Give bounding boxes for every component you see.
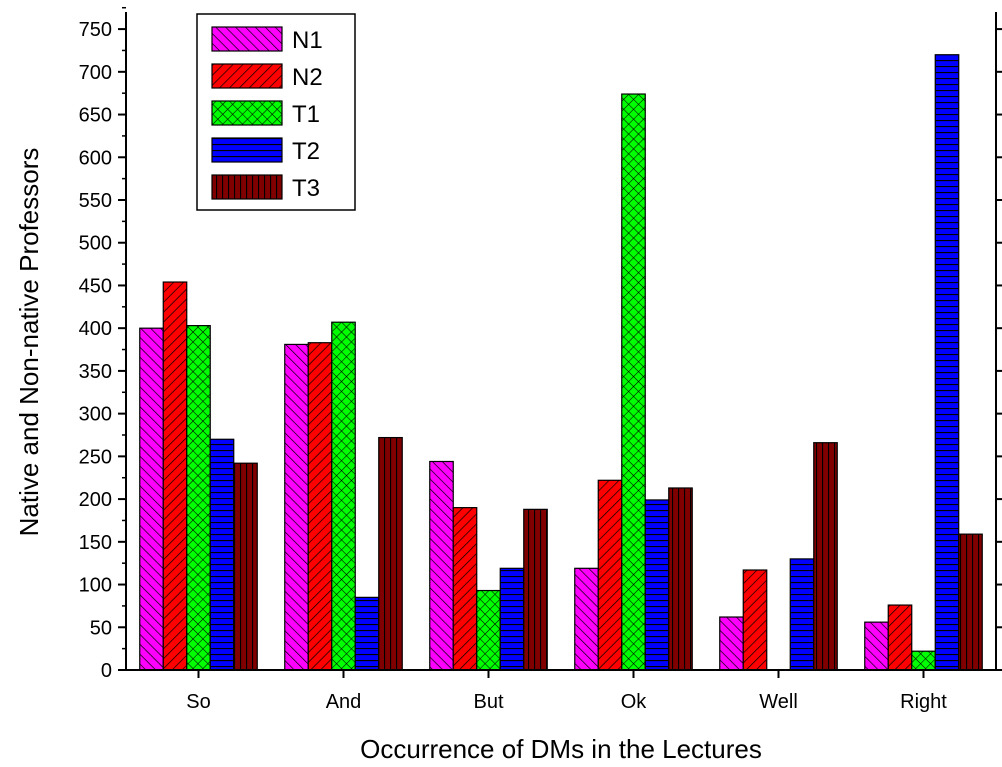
x-tick-label: So [186, 691, 210, 713]
bar-t2-ok [644, 499, 670, 671]
y-tick-label: 150 [79, 532, 112, 554]
bar-n2-but [452, 507, 478, 671]
x-tick-label: Ok [621, 691, 648, 713]
bar-n1-right [864, 621, 889, 671]
legend-label-t1: T1 [292, 101, 320, 128]
y-tick-label: 450 [79, 275, 112, 297]
bar-n1-ok [574, 567, 599, 671]
legend-swatch-t2 [211, 137, 283, 163]
y-tick-label: 250 [79, 446, 112, 468]
bar-n2-right [887, 604, 913, 671]
bar-n1-well [719, 616, 744, 671]
y-tick-label: 550 [79, 190, 112, 212]
y-tick-label: 750 [79, 19, 112, 41]
y-tick-label: 200 [79, 489, 112, 511]
bar-t3-well [813, 442, 838, 671]
y-tick-label: 700 [79, 62, 112, 84]
y-ticks: 0 50 100 150 200 250 300 350 400 450 500 550 600 650 7… [79, 6, 1002, 682]
bar-t2-right [934, 54, 960, 671]
legend: N1 N2 T1 T2 T3 [196, 13, 356, 211]
bar-t1-and [331, 321, 356, 671]
bar-n2-well [742, 569, 768, 671]
bar-t2-well [789, 558, 815, 671]
bar-n1-and [284, 343, 309, 671]
y-axis-title: Native and Non-native Professors [14, 148, 44, 537]
bar-n1-but [429, 460, 454, 671]
bar-n2-ok [597, 479, 623, 671]
y-tick-label: 650 [79, 105, 112, 127]
y-tick-label: 400 [79, 318, 112, 340]
bar-t1-ok [621, 93, 646, 671]
bar-t3-and [378, 436, 403, 671]
legend-swatch-t3 [211, 174, 283, 200]
legend-label-n1: N1 [292, 27, 323, 54]
bar-t3-but [523, 508, 548, 671]
x-tick-label: Well [759, 691, 798, 713]
axes: 0 50 100 150 200 250 300 350 400 450 500 550 600 650 7… [79, 6, 1002, 713]
legend-label-n2: N2 [292, 64, 323, 91]
bar-t1-but [476, 589, 501, 671]
y-tick-label: 600 [79, 147, 112, 169]
y-tick-label: 50 [90, 617, 112, 639]
bar-t2-so [209, 438, 235, 671]
x-axis-title: Occurrence of DMs in the Lectures [360, 734, 762, 764]
x-tick-label: And [326, 691, 362, 713]
x-tick-label: But [473, 691, 503, 713]
bar-n2-so [162, 281, 188, 671]
bar-t1-right [911, 650, 936, 671]
bar-n2-and [307, 342, 333, 671]
bar-t3-ok [668, 487, 693, 671]
legend-label-t3: T3 [292, 175, 320, 202]
bars-layer [139, 54, 983, 671]
bar-n1-so [139, 327, 164, 671]
y-tick-label: 0 [101, 660, 112, 682]
legend-swatch-t1 [211, 100, 283, 126]
bar-t3-right [958, 533, 983, 671]
y-tick-label: 500 [79, 233, 112, 255]
x-tick-label: Right [900, 691, 947, 713]
bar-t3-so [233, 462, 258, 671]
legend-label-t2: T2 [292, 138, 320, 165]
legend-swatch-n1 [211, 26, 283, 52]
bar-t2-but [499, 567, 525, 671]
y-tick-label: 300 [79, 404, 112, 426]
legend-swatch-n2 [211, 63, 283, 89]
bar-t2-and [354, 596, 380, 671]
bar-t1-so [186, 325, 211, 671]
y-tick-label: 100 [79, 575, 112, 597]
x-ticks: So And But Ok Well Right [186, 670, 947, 713]
y-tick-label: 350 [79, 361, 112, 383]
